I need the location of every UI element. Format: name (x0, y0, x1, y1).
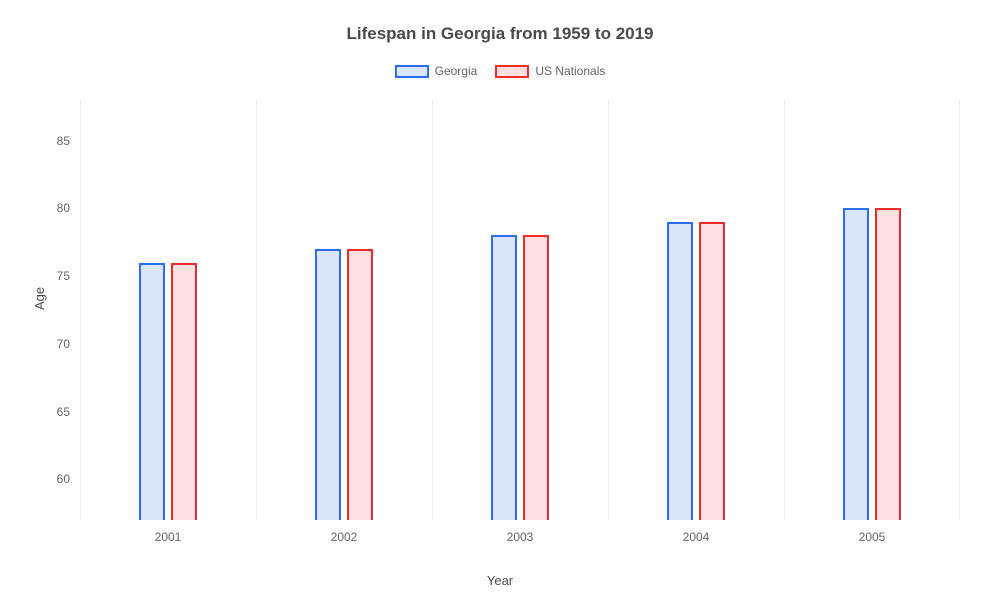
y-tick: 75 (57, 269, 70, 283)
bar (139, 263, 165, 520)
plot-area: 60657075808520012002200320042005 (80, 100, 960, 520)
bar (315, 249, 341, 520)
bar (699, 222, 725, 520)
gridline-vertical (608, 100, 609, 520)
y-tick: 60 (57, 472, 70, 486)
bar (347, 249, 373, 520)
bar (843, 208, 869, 520)
x-axis-label: Year (0, 573, 1000, 588)
bar (491, 235, 517, 520)
y-tick: 80 (57, 201, 70, 215)
bar (875, 208, 901, 520)
bar (171, 263, 197, 520)
x-tick: 2004 (683, 530, 710, 544)
legend-swatch (495, 65, 529, 78)
x-tick: 2002 (331, 530, 358, 544)
legend-item: US Nationals (495, 64, 605, 78)
chart-title: Lifespan in Georgia from 1959 to 2019 (0, 24, 1000, 44)
gridline-vertical (256, 100, 257, 520)
chart-container: Lifespan in Georgia from 1959 to 2019 Ge… (0, 0, 1000, 600)
bar (523, 235, 549, 520)
legend-label: Georgia (435, 64, 478, 78)
y-tick: 70 (57, 337, 70, 351)
gridline-vertical (784, 100, 785, 520)
legend: Georgia US Nationals (0, 64, 1000, 78)
y-tick: 85 (57, 134, 70, 148)
gridline-vertical (432, 100, 433, 520)
legend-label: US Nationals (535, 64, 605, 78)
y-axis-label: Age (32, 287, 47, 310)
x-tick: 2001 (155, 530, 182, 544)
x-tick: 2003 (507, 530, 534, 544)
legend-swatch (395, 65, 429, 78)
gridline-vertical (80, 100, 81, 520)
bar (667, 222, 693, 520)
gridline-vertical (959, 100, 960, 520)
y-tick: 65 (57, 405, 70, 419)
legend-item: Georgia (395, 64, 478, 78)
x-tick: 2005 (859, 530, 886, 544)
